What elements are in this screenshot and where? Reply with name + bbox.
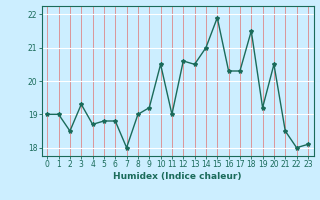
X-axis label: Humidex (Indice chaleur): Humidex (Indice chaleur) [113,172,242,181]
